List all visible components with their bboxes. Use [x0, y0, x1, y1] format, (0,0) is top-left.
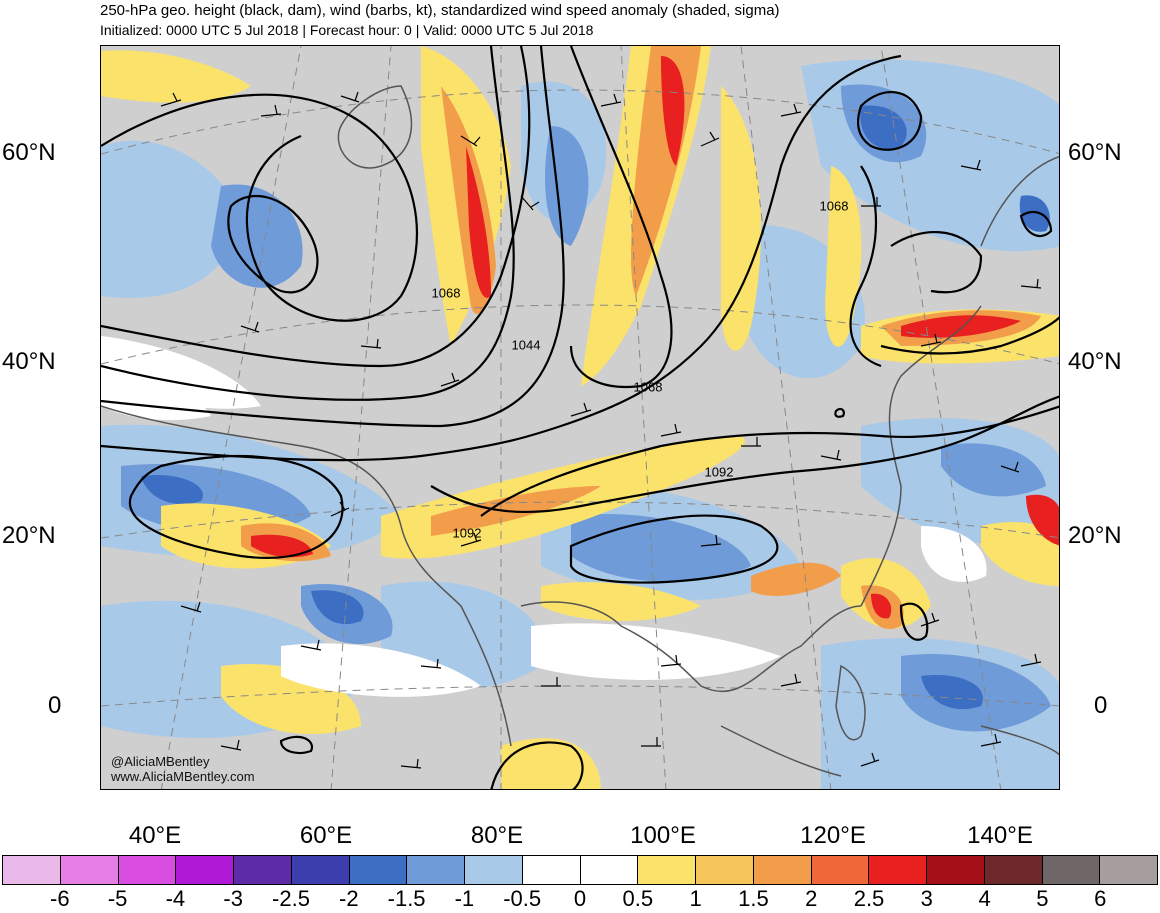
- coastlines: [101, 85, 1059, 777]
- colorbar-swatch: [811, 856, 870, 884]
- lon-label-100e: 100°E: [630, 822, 696, 849]
- strong-negative-anomaly: [141, 105, 1050, 710]
- lat-label-right-20n: 20°N: [1068, 522, 1122, 549]
- colorbar-swatch: [234, 856, 292, 884]
- colorbar-tick-label: 2.5: [853, 886, 885, 911]
- colorbar-tick-label: -4: [165, 886, 186, 911]
- colorbar-swatch: [291, 856, 350, 884]
- lat-label-right-40n: 40°N: [1068, 348, 1122, 375]
- colorbar-tick-label: 4: [978, 886, 991, 911]
- colorbar-swatch: [465, 856, 523, 884]
- colorbar-tick-label: -1: [454, 886, 475, 911]
- colorbar-swatch: [927, 856, 985, 884]
- colorbar-swatch: [522, 856, 581, 884]
- colorbar-tick-label: 5: [1036, 886, 1049, 911]
- colorbar-swatch: [118, 856, 177, 884]
- colorbar-tick-label: -1.5: [387, 886, 426, 911]
- colorbar-tick-label: 2: [805, 886, 818, 911]
- lon-label-60e: 60°E: [299, 822, 353, 849]
- colorbar-swatch: [869, 856, 927, 884]
- credit-handle: @AliciaMBentley: [111, 754, 210, 769]
- colorbar-swatch: [696, 856, 754, 884]
- contour-label-1044: 1044: [511, 337, 541, 353]
- colorbar-tick-label: 6: [1094, 886, 1107, 911]
- colorbar-tick-label: -5: [107, 886, 128, 911]
- colorbar-tick-label: -2: [339, 886, 359, 911]
- colorbar: [2, 855, 1158, 885]
- colorbar-swatch: [1042, 856, 1101, 884]
- contour-label-1068-central: 1068: [633, 379, 663, 395]
- credit-website: www.AliciaMBentley.com: [111, 769, 255, 784]
- lat-label-right-0: 0: [1094, 692, 1108, 719]
- colorbar-tick-label: 0: [573, 886, 587, 911]
- strong-positive-anomaly: [251, 56, 1059, 619]
- colorbar-ticks: -6 -5 -4 -3 -2.5 -2 -1.5 -1 -0.5 0 0.5 1 1.5 2 2.5 3 4 5 6: [0, 886, 1160, 913]
- colorbar-tick-label: 1: [689, 886, 702, 911]
- colorbar-tick-label: -3: [223, 886, 243, 911]
- lat-label-left-60n: 60°N: [2, 139, 56, 166]
- colorbar-swatch: [638, 856, 696, 884]
- lon-label-80e: 80°E: [470, 822, 524, 849]
- colorbar-swatch: [753, 856, 812, 884]
- colorbar-tick-label: 1.5: [738, 886, 769, 911]
- colorbar-tick-label: 0.5: [622, 886, 654, 911]
- colorbar-swatch: [176, 856, 234, 884]
- map-field: [101, 46, 1059, 789]
- colorbar-tick-label: -6: [50, 886, 70, 911]
- lon-label-40e: 40°E: [128, 822, 182, 849]
- colorbar-tick-label: -0.5: [503, 886, 542, 911]
- map-title: 250-hPa geo. height (black, dam), wind (…: [100, 2, 780, 19]
- contour-label-1068-west: 1068: [431, 285, 461, 301]
- colorbar-tick-label: 3: [920, 886, 933, 911]
- lon-label-140e: 140°E: [967, 822, 1033, 849]
- contour-label-1068-east: 1068: [819, 198, 849, 214]
- lat-label-left-40n: 40°N: [2, 348, 56, 375]
- colorbar-swatch: [3, 856, 61, 884]
- colorbar-swatch: [407, 856, 465, 884]
- colorbar-swatch: [349, 856, 408, 884]
- lat-label-right-60n: 60°N: [1068, 139, 1122, 166]
- lat-label-left-20n: 20°N: [2, 522, 56, 549]
- contour-label-1092-east: 1092: [704, 464, 734, 480]
- height-contours: [101, 46, 1059, 789]
- colorbar-swatch: [580, 856, 639, 884]
- contour-label-1092-west: 1092: [452, 525, 482, 541]
- map-panel: 1068 1044 1068 1068 1092 1092 @AliciaMBe…: [100, 45, 1060, 790]
- wind-barbs: [160, 91, 1042, 769]
- colorbar-swatch: [60, 856, 119, 884]
- colorbar-tick-label: -2.5: [272, 886, 310, 911]
- lon-label-120e: 120°E: [800, 822, 866, 849]
- colorbar-swatch: [1100, 856, 1157, 884]
- colorbar-swatch: [984, 856, 1043, 884]
- lat-label-left-0: 0: [48, 692, 62, 719]
- map-subtitle: Initialized: 0000 UTC 5 Jul 2018 | Forec…: [100, 22, 594, 38]
